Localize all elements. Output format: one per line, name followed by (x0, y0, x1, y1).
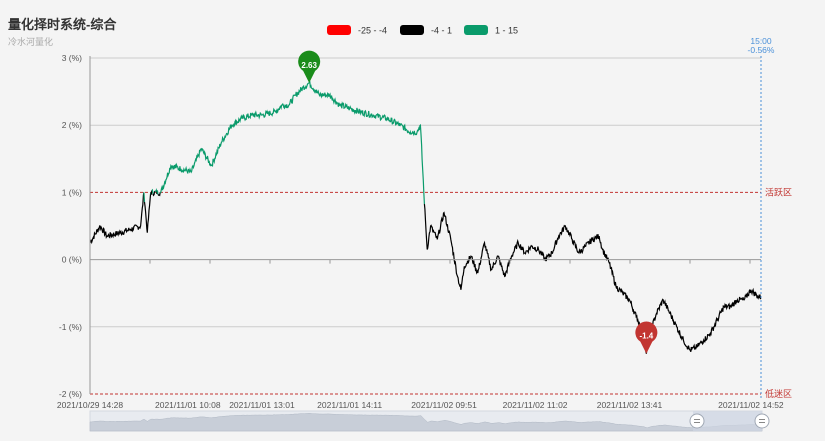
x-tick-label: 2021/11/02 13:41 (597, 400, 663, 410)
series-line-segment (143, 192, 146, 203)
pin-label: -1.4 (639, 332, 653, 341)
series-line-segment (89, 192, 145, 245)
series-line-segment (152, 191, 156, 197)
min-pin: -1.4 (635, 321, 658, 354)
y-tick-label: -2 (%) (59, 389, 82, 399)
legend[interactable]: -25 - -4 -4 - 1 1 - 15 (327, 25, 518, 36)
mark-line-label: 低迷区 (765, 388, 792, 399)
cursor-value: -0.56% (748, 45, 775, 55)
y-tick-label: 2 (%) (62, 120, 82, 130)
y-tick-label: 3 (%) (62, 53, 82, 63)
pin-shape (635, 321, 658, 354)
pin-label: 2.63 (301, 61, 317, 70)
legend-label: 1 - 15 (495, 26, 518, 36)
y-tick-label: 0 (%) (62, 255, 82, 265)
y-tick-label: -1 (%) (59, 322, 82, 332)
y-tick-label: 1 (%) (62, 187, 82, 197)
series-line-segment (143, 192, 152, 233)
slider-handle-right[interactable] (754, 413, 770, 429)
x-tick-label: 2021/10/29 14:28 (57, 400, 123, 410)
chart-title: 量化择时系统-综合 (8, 17, 117, 32)
data-zoom-slider[interactable] (89, 410, 770, 432)
legend-item[interactable]: -25 - -4 (327, 25, 387, 36)
series-line-segment (156, 190, 159, 195)
series-line-segment (160, 80, 425, 205)
x-tick-label: 2021/11/01 14:11 (317, 400, 382, 410)
axis-layer: 3 (%) 2 (%) 1 (%) 0 (%) -1 (%) -2 (%)2021/10/… (57, 53, 784, 410)
cursor-time: 15:00 (750, 36, 772, 46)
x-tick-label: 2021/11/02 11:02 (503, 400, 568, 410)
series-line-segment (154, 188, 158, 195)
time-cursor: 15:00 -0.56% (748, 36, 775, 399)
series-line-segment (150, 190, 153, 195)
mark-points: 2.63 -1.4 (298, 50, 658, 354)
legend-label: -4 - 1 (431, 26, 452, 36)
legend-swatch (327, 25, 351, 35)
x-tick-label: 2021/11/02 09:51 (411, 400, 477, 410)
chart-subtitle: 冷水河量化 (8, 36, 53, 47)
x-tick-label: 2021/11/01 13:01 (229, 400, 295, 410)
slider-handle-left[interactable] (689, 413, 705, 429)
legend-item[interactable]: -4 - 1 (400, 25, 452, 36)
pin-shape (298, 50, 321, 83)
series-line-segment (423, 204, 762, 354)
series-line-segment (157, 192, 161, 197)
legend-item[interactable]: 1 - 15 (464, 25, 518, 36)
mark-line-label: 活跃区 (765, 186, 792, 197)
series-line-segment (151, 188, 154, 194)
slider-selection[interactable] (693, 411, 762, 431)
series-layer (89, 80, 762, 354)
x-tick-label: 2021/11/01 10:08 (155, 400, 221, 410)
slider-preview (89, 413, 763, 432)
legend-swatch (400, 25, 424, 35)
x-tick-label: 2021/11/02 14:52 (718, 400, 784, 410)
max-pin: 2.63 (298, 50, 321, 83)
legend-label: -25 - -4 (358, 26, 387, 36)
legend-swatch (464, 25, 488, 35)
